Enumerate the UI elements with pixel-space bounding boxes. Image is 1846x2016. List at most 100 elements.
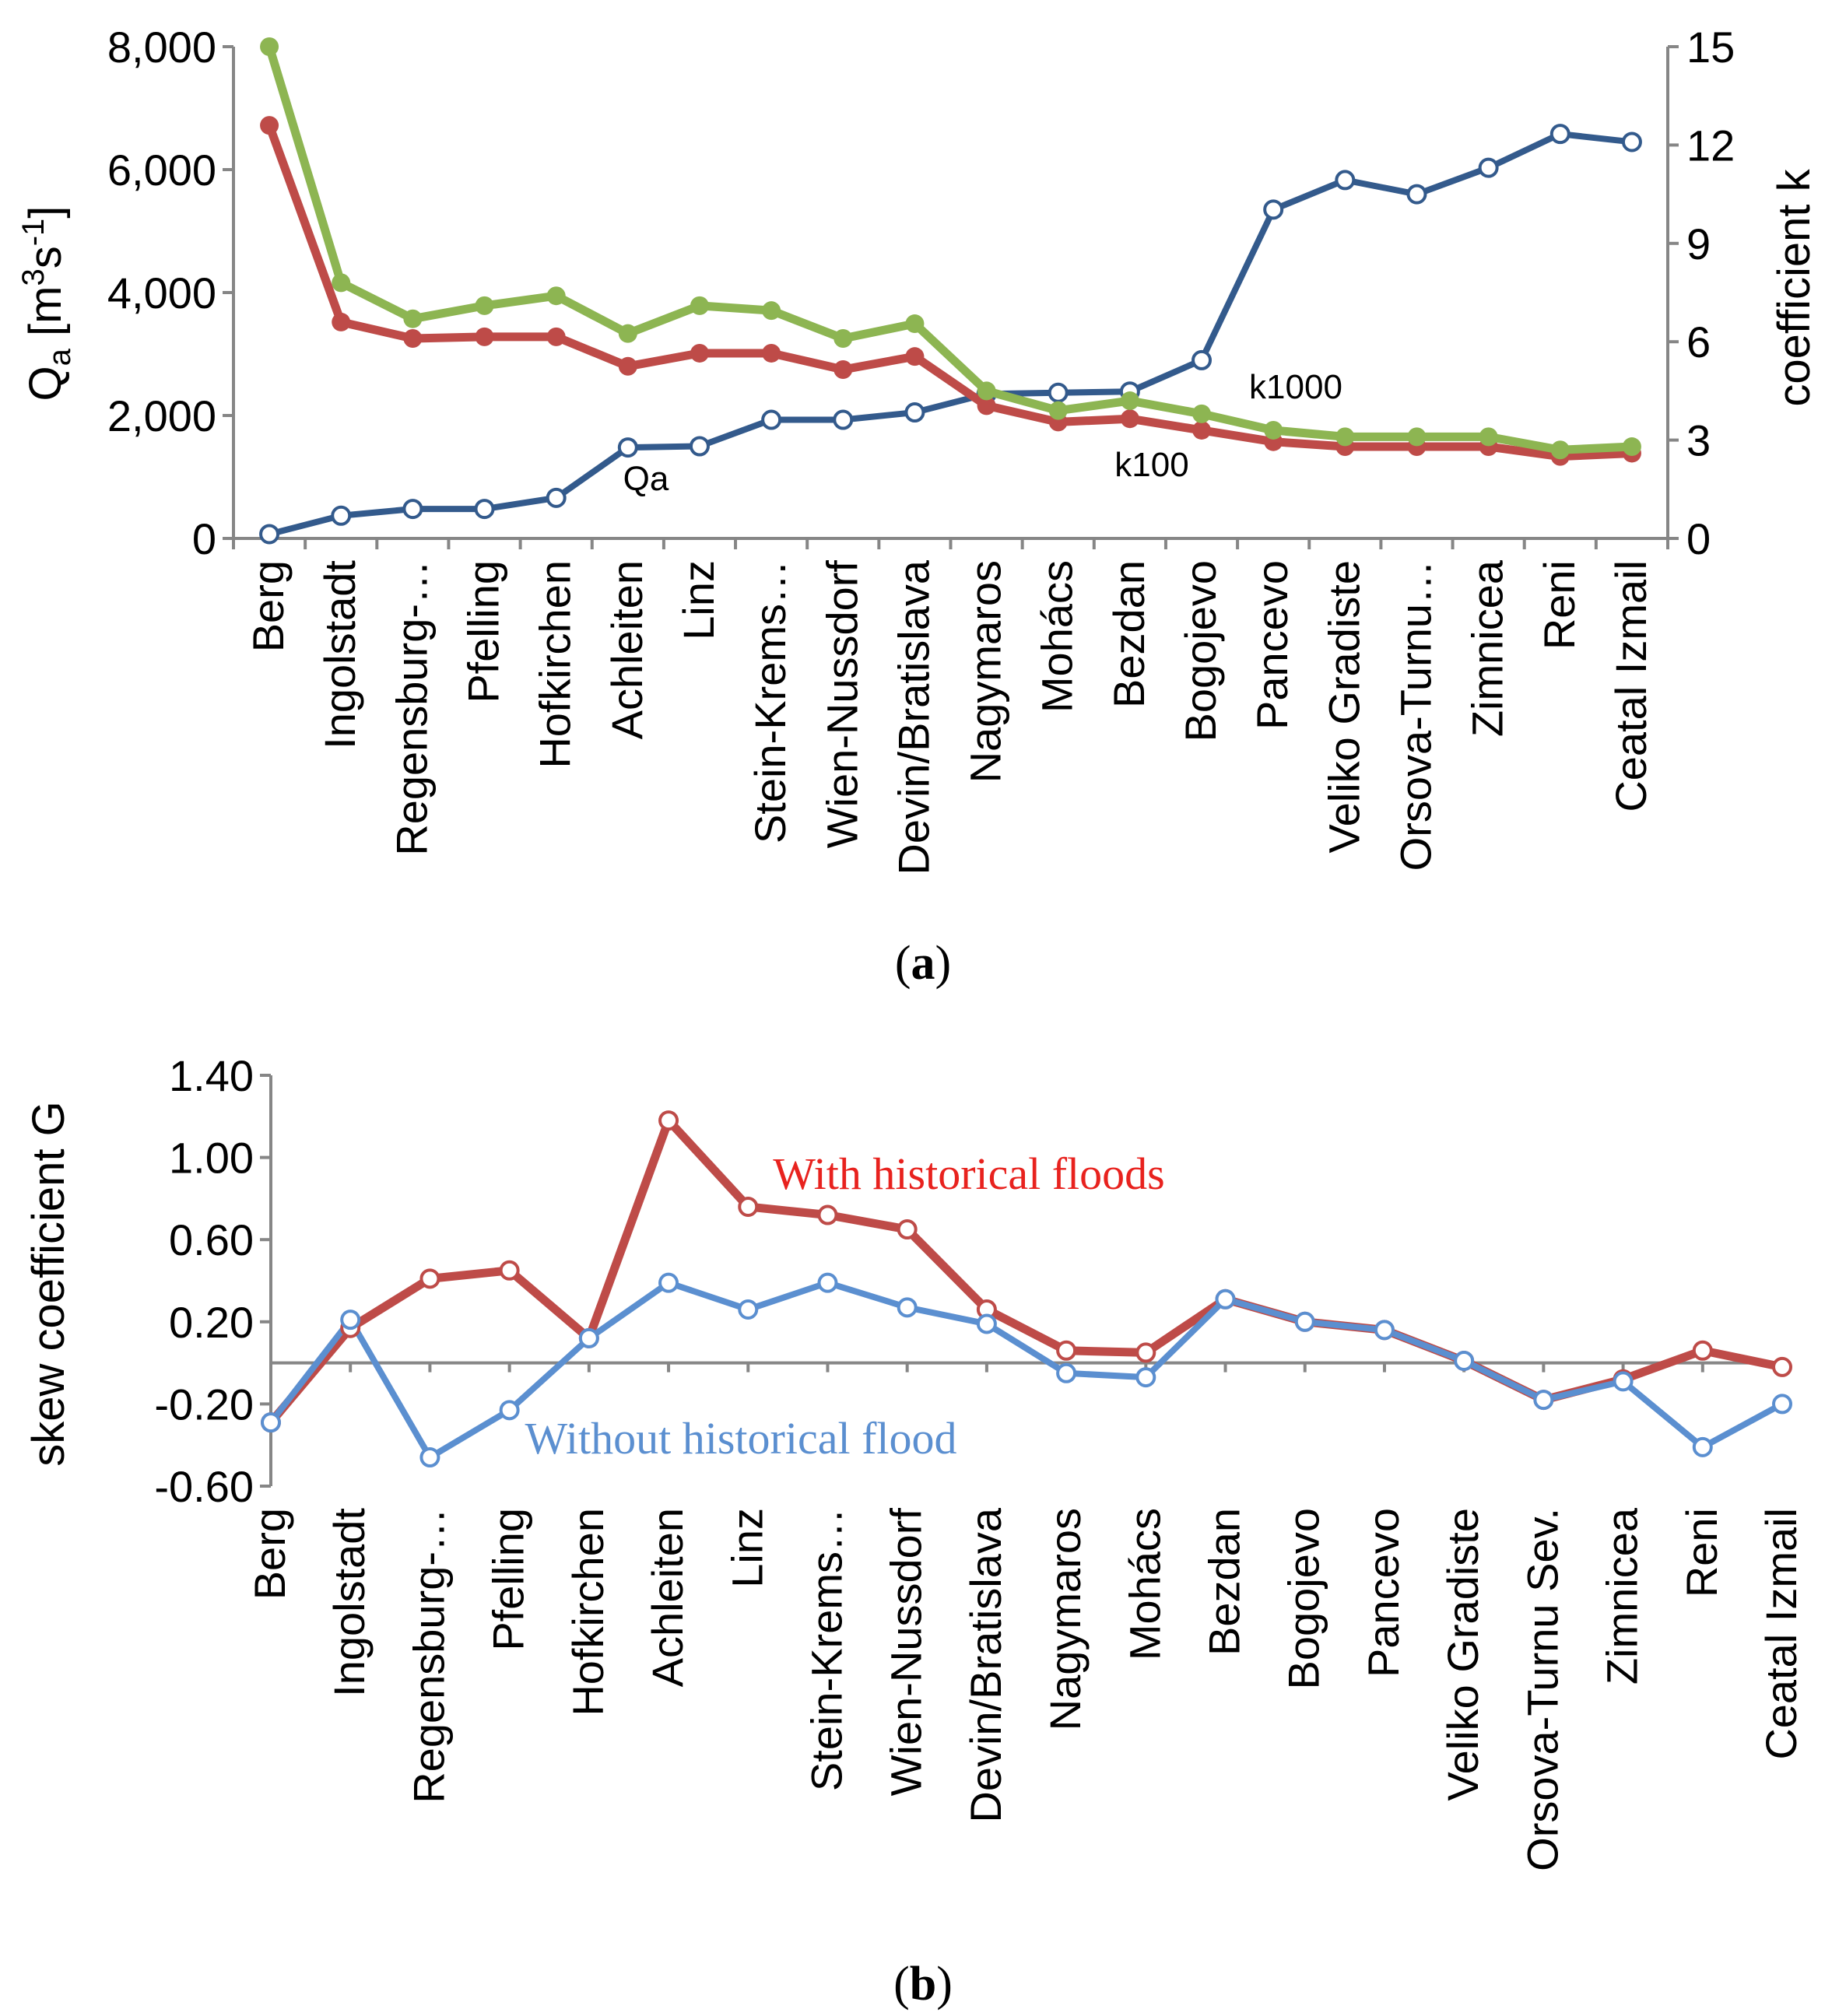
series-point-qa: [833, 409, 854, 430]
series-point-k1000: [1479, 427, 1498, 447]
chart-a-category-label: Ingolstadt: [315, 560, 364, 749]
chart-b-y-tick-label: 1.40: [169, 1051, 254, 1100]
series-point-k1000: [260, 37, 279, 56]
series-point-without-historical-flood: [1135, 1367, 1156, 1388]
series-point-k100: [546, 327, 566, 346]
series-line-k100: [265, 124, 1633, 461]
series-point-qa: [617, 437, 638, 458]
chart-a-category-label: Pancevo: [1248, 560, 1297, 730]
chart-a-category-label: Hofkirchen: [531, 560, 580, 769]
series-point-k100: [1120, 409, 1139, 429]
panel-label-a: (a): [895, 937, 951, 990]
series-point-qa: [474, 499, 495, 520]
chart-a-category-label: Wien-Nussdorf: [817, 560, 866, 849]
series-point-without-historical-flood: [738, 1299, 759, 1320]
annotation-qa: Qa: [623, 460, 669, 498]
chart-a-left-tick-label: 8,000: [107, 23, 216, 72]
chart-a-right-tick-label: 9: [1686, 219, 1711, 268]
series-point-with-historical-floods: [817, 1204, 838, 1225]
series-point-without-historical-flood: [817, 1272, 838, 1293]
chart-b-category-label: Mohács: [1120, 1508, 1169, 1660]
series-point-k100: [690, 343, 709, 363]
chart-a-tick-labels: 0 2,000 4,000 6,000 8,000 0 3 6 9 12 15 Berg Ingolst…: [107, 23, 1735, 875]
chart-a-category-label: Reni: [1535, 560, 1584, 650]
series-point-k100: [834, 360, 853, 380]
chart-b-category-label: Devin/Bratislava: [961, 1507, 1010, 1822]
series-point-qa: [1549, 124, 1571, 145]
series-point-qa: [1048, 382, 1069, 403]
series-point-k100: [1192, 420, 1212, 440]
series-point-without-historical-flood: [1692, 1436, 1713, 1457]
series-point-without-historical-flood: [1056, 1362, 1077, 1383]
series-point-k1000: [1264, 420, 1283, 440]
series-point-with-historical-floods: [1692, 1340, 1713, 1361]
chart-b-y-tick-label: 0.20: [169, 1298, 254, 1347]
series-point-without-historical-flood: [1772, 1394, 1792, 1415]
legend-without-historical-flood: Without historical flood: [525, 1413, 956, 1464]
series-point-k1000: [546, 286, 566, 306]
series-point-without-historical-flood: [499, 1400, 520, 1421]
chart-b-category-label: Wien-Nussdorf: [882, 1508, 931, 1797]
chart-b-category-label: Achleiten: [643, 1508, 692, 1687]
series-point-without-historical-flood: [261, 1412, 281, 1433]
chart-b-category-label: Reni: [1677, 1508, 1726, 1597]
series-point-k1000: [475, 296, 494, 315]
series-point-k1000: [834, 328, 853, 348]
series-point-k100: [618, 356, 637, 376]
chart-b-y-tick-label: -0.20: [154, 1380, 254, 1429]
series-point-without-historical-flood: [419, 1447, 440, 1468]
chart-a-category-label: Veliko Gradiste: [1319, 560, 1368, 854]
chart-b-y-tick-label: 1.00: [169, 1134, 254, 1183]
series-point-without-historical-flood: [1374, 1320, 1395, 1341]
chart-a-category-label: Zimnicea: [1463, 559, 1512, 737]
chart-b-category-label: Veliko Gradiste: [1438, 1508, 1487, 1801]
series-point-with-historical-floods: [738, 1196, 759, 1217]
legend-with-historical-floods: With historical floods: [773, 1148, 1164, 1199]
series-point-k1000: [977, 381, 996, 401]
series-line-without-historical-flood: [268, 1279, 1784, 1461]
series-point-qa: [402, 499, 423, 520]
chart-a-right-tick-label: 0: [1686, 514, 1711, 563]
series-point-k1000: [1120, 391, 1139, 411]
chart-a-right-tick-label: 6: [1686, 317, 1711, 366]
chart-b-category-label: Hofkirchen: [563, 1508, 612, 1716]
chart-a-category-label: Berg: [244, 560, 293, 652]
chart-b-category-label: Nagymaros: [1041, 1508, 1090, 1730]
series-point-without-historical-flood: [897, 1297, 918, 1318]
chart-a-category-label: Devin/Bratislava: [889, 559, 938, 875]
series-point-qa: [1335, 170, 1356, 191]
series-point-without-historical-flood: [1454, 1350, 1475, 1371]
chart-b-category-label: Stein-Krems…: [802, 1508, 851, 1791]
series-point-qa: [331, 505, 352, 526]
chart-a-right-axis-title: coefficient k: [1769, 168, 1820, 406]
series-point-k100: [762, 343, 781, 363]
chart-b-series: [261, 1110, 1792, 1468]
chart-a-series: [259, 37, 1642, 545]
series-point-k100: [332, 312, 351, 331]
series-point-k1000: [905, 314, 925, 334]
chart-b-category-label: Orsova-Turnu Sev.: [1518, 1508, 1567, 1871]
chart-b-category-label: Ceatal Izmail: [1757, 1508, 1806, 1760]
series-point-k1000: [1335, 427, 1355, 447]
series-point-without-historical-flood: [658, 1272, 679, 1293]
series-point-qa: [546, 487, 567, 508]
series-point-k1000: [332, 273, 351, 293]
series-point-k1000: [1550, 440, 1570, 460]
series-point-k1000: [1048, 401, 1068, 420]
series-point-k100: [403, 328, 423, 348]
chart-a-category-label: Pfelling: [459, 560, 508, 703]
annotation-k1000: k1000: [1249, 368, 1342, 406]
chart-a-category-label: Stein-Krems…: [746, 560, 795, 843]
chart-a-left-tick-label: 6,000: [107, 146, 216, 195]
chart-a-left-tick-label: 0: [192, 514, 216, 563]
series-point-k1000: [762, 301, 781, 321]
series-point-without-historical-flood: [578, 1327, 599, 1348]
series-point-k1000: [1407, 427, 1427, 447]
series-point-qa: [904, 402, 925, 423]
chart-b-category-label: Pancevo: [1359, 1508, 1408, 1678]
chart-b-axis-title: skew coefficient G: [23, 1101, 74, 1467]
series-point-with-historical-floods: [897, 1219, 918, 1239]
annotation-k100: k100: [1114, 446, 1188, 484]
chart-a-category-label: Bogojevo: [1176, 560, 1225, 742]
